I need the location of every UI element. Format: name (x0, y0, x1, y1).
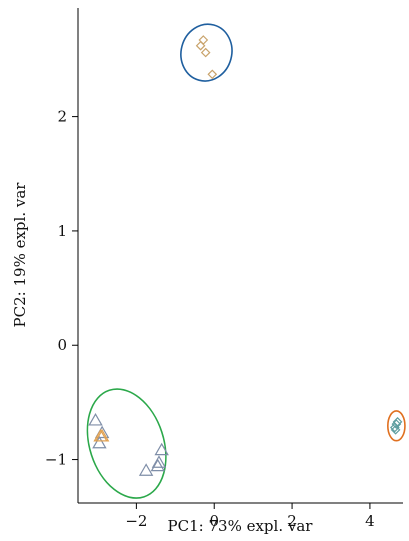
x-tick-label: 4 (365, 512, 375, 530)
data-points (88, 35, 403, 476)
data-point-diamond (390, 424, 401, 435)
data-point-triangle (150, 458, 166, 472)
x-axis-title: PC1: 73% expl. var (168, 517, 314, 535)
group-ellipse (387, 410, 406, 442)
data-point-diamond (198, 35, 209, 45)
data-point-triangle (94, 428, 110, 442)
x-axis-ticks: −2 0 2 4 (125, 503, 375, 530)
y-tick-label: −1 (45, 451, 67, 469)
y-tick-label: 2 (57, 108, 67, 126)
group-ellipse (180, 23, 233, 82)
x-tick-label: 2 (287, 512, 297, 530)
y-tick-label: 0 (57, 336, 67, 354)
data-point-triangle (154, 442, 169, 456)
data-point-triangle (92, 435, 107, 449)
data-point-triangle (151, 455, 167, 468)
data-point-triangle (88, 412, 103, 426)
y-tick-label: 1 (57, 222, 67, 240)
data-point-diamond (207, 69, 218, 80)
data-point-diamond (195, 40, 206, 51)
x-tick-label: 0 (209, 512, 219, 530)
group-ellipse (86, 388, 167, 499)
group-ellipses (86, 23, 406, 499)
data-point-diamond (200, 47, 211, 58)
data-point-diamond (392, 416, 403, 427)
data-point-triangle (138, 463, 154, 476)
y-axis-title: PC2: 19% expl. var (11, 182, 29, 328)
y-axis-ticks: −1 0 1 2 (45, 108, 78, 469)
x-tick-label: −2 (125, 512, 147, 530)
